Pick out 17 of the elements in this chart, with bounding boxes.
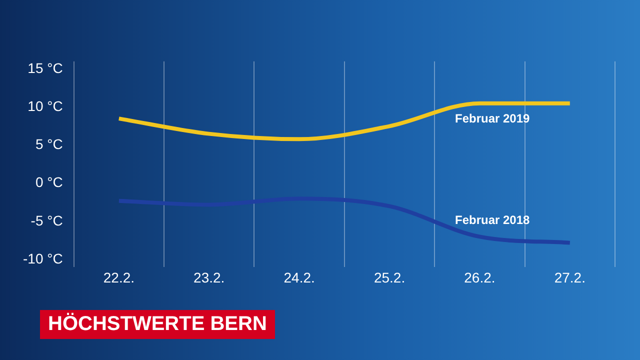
x-tick-label: 22.2. [103, 269, 134, 286]
x-tick-label: 25.2. [374, 269, 406, 286]
x-tick-label: 27.2. [554, 269, 586, 286]
x-tick-label: 23.2. [194, 269, 225, 286]
series-label: Februar 2019 [454, 112, 530, 126]
x-tick-label: 26.2. [464, 269, 496, 286]
y-tick-label: -5 °C [30, 212, 63, 228]
y-tick-label: 15 °C [28, 60, 63, 76]
y-tick-label: 10 °C [28, 98, 63, 114]
text: HÖCHSTWERTE BERN [40, 310, 275, 339]
line-series [116, 101, 572, 142]
y-tick-label: 5 °C [35, 136, 63, 152]
y-tick-label: -10 °C [22, 250, 63, 266]
line-series [116, 196, 572, 245]
y-tick-label: 0 °C [35, 174, 63, 190]
series-label: Februar 2018 [454, 213, 530, 228]
x-tick-label: 24.2. [284, 269, 315, 286]
